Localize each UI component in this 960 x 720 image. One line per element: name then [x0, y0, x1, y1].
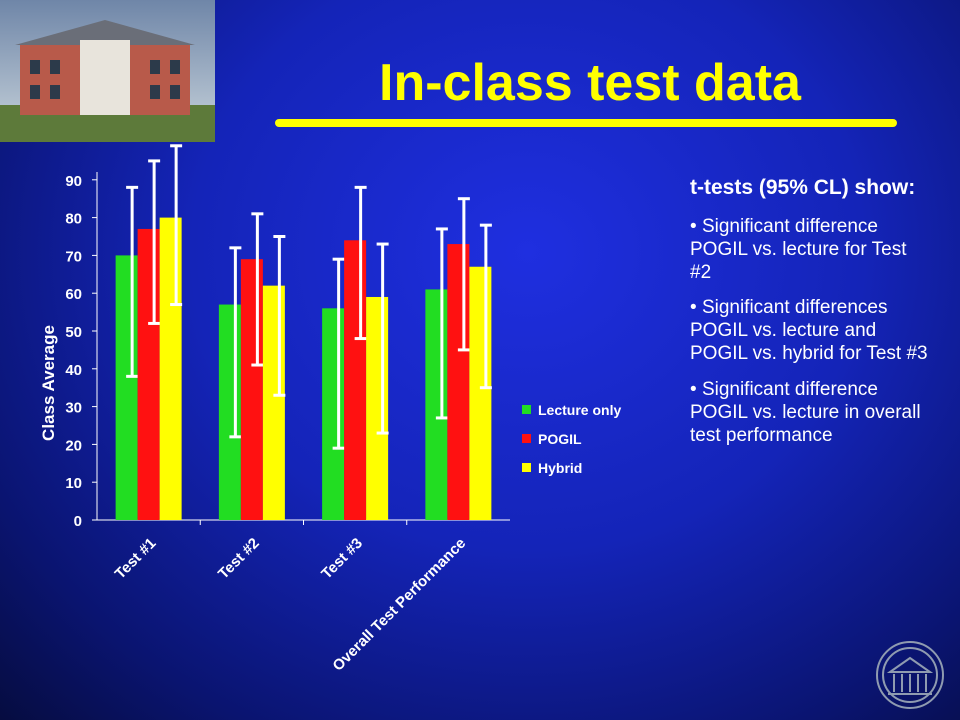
bullet: Significant difference POGIL vs. lecture… — [690, 215, 930, 285]
y-tick-label: 0 — [74, 513, 82, 530]
legend-label: Hybrid — [538, 460, 582, 476]
error-bar — [126, 185, 139, 378]
error-bar — [332, 257, 345, 450]
x-tick-label: Test #1 — [112, 535, 160, 583]
y-tick-label: 40 — [65, 362, 82, 379]
title-underline — [275, 119, 897, 127]
bullet: Significant difference POGIL vs. lecture… — [690, 378, 930, 448]
y-tick-label: 90 — [65, 173, 82, 190]
bar — [469, 266, 492, 520]
bar — [240, 259, 263, 520]
y-tick-label: 70 — [65, 248, 82, 265]
legend-label: Lecture only — [538, 402, 621, 418]
error-bar — [229, 246, 242, 439]
bar — [159, 217, 182, 520]
building-image — [0, 0, 215, 142]
legend-label: POGIL — [538, 431, 582, 447]
error-bar — [354, 185, 367, 341]
logo — [876, 641, 944, 709]
x-tick-label: Test #3 — [318, 535, 366, 583]
y-tick-label: 60 — [65, 286, 82, 303]
bar — [322, 308, 345, 520]
error-bar — [479, 223, 492, 390]
bar — [344, 240, 367, 520]
notes: t-tests (95% CL) show: Significant diffe… — [690, 175, 930, 459]
bar — [262, 285, 285, 520]
y-tick-label: 50 — [65, 324, 82, 341]
error-bar — [148, 159, 161, 325]
bar — [425, 289, 448, 520]
error-bar — [251, 212, 264, 367]
error-bar — [376, 242, 389, 435]
y-tick-label: 10 — [65, 475, 82, 492]
error-bar — [457, 197, 470, 352]
y-axis-label: Class Average — [39, 325, 58, 441]
bar — [137, 228, 160, 520]
y-tick-label: 30 — [65, 400, 82, 417]
notes-heading: t-tests (95% CL) show: — [690, 176, 916, 199]
legend-swatch — [522, 434, 531, 443]
y-tick-label: 80 — [65, 211, 82, 228]
bar — [366, 296, 389, 520]
bar — [218, 304, 241, 520]
legend-swatch — [522, 463, 531, 472]
slide-title: In-class test data — [379, 54, 802, 112]
error-bar — [170, 144, 183, 307]
bullet: Significant differences POGIL vs. lectur… — [690, 296, 930, 366]
bar — [447, 244, 470, 520]
error-bar — [273, 235, 286, 397]
error-bar — [435, 227, 448, 420]
x-tick-label: Test #2 — [215, 535, 263, 583]
legend-swatch — [522, 405, 531, 414]
y-tick-label: 20 — [65, 437, 82, 454]
bar — [115, 255, 138, 520]
